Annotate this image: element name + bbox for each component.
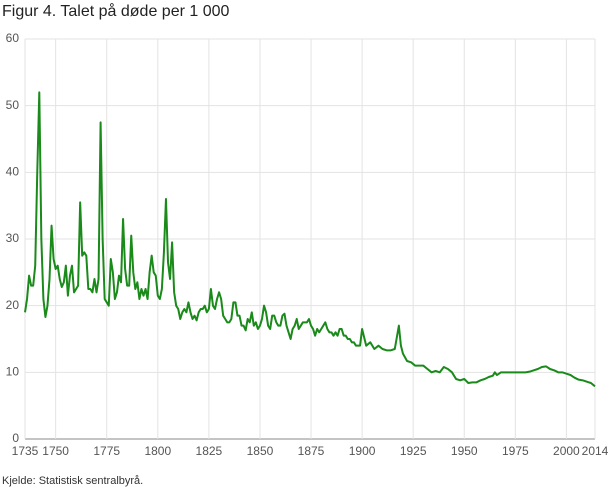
x-tick-label: 2000	[553, 444, 580, 458]
x-tick-label: 1875	[298, 444, 325, 458]
x-tick-label: 1850	[247, 444, 274, 458]
y-tick-label: 60	[6, 31, 20, 45]
x-tick-label: 1825	[196, 444, 223, 458]
x-tick-label: 2014	[582, 444, 609, 458]
x-tick-label: 1950	[451, 444, 478, 458]
x-tick-label: 1975	[502, 444, 529, 458]
y-tick-label: 50	[6, 98, 20, 112]
y-tick-label: 10	[6, 365, 20, 379]
x-tick-label: 1900	[349, 444, 376, 458]
chart-title: Figur 4. Talet på døde per 1 000	[2, 2, 230, 20]
y-tick-label: 30	[6, 231, 20, 245]
x-tick-label: 1750	[42, 444, 69, 458]
data-line	[24, 91, 596, 388]
y-tick-label: 0	[12, 431, 19, 445]
x-tick-label: 1925	[400, 444, 427, 458]
y-tick-label: 40	[6, 165, 20, 179]
source: Kjelde: Statistisk sentralbyrå.	[2, 475, 143, 487]
y-tick-label: 20	[6, 298, 20, 312]
x-tick-label: 1775	[93, 444, 120, 458]
x-tick-label: 1800	[144, 444, 171, 458]
x-tick-label: 1735	[12, 444, 39, 458]
